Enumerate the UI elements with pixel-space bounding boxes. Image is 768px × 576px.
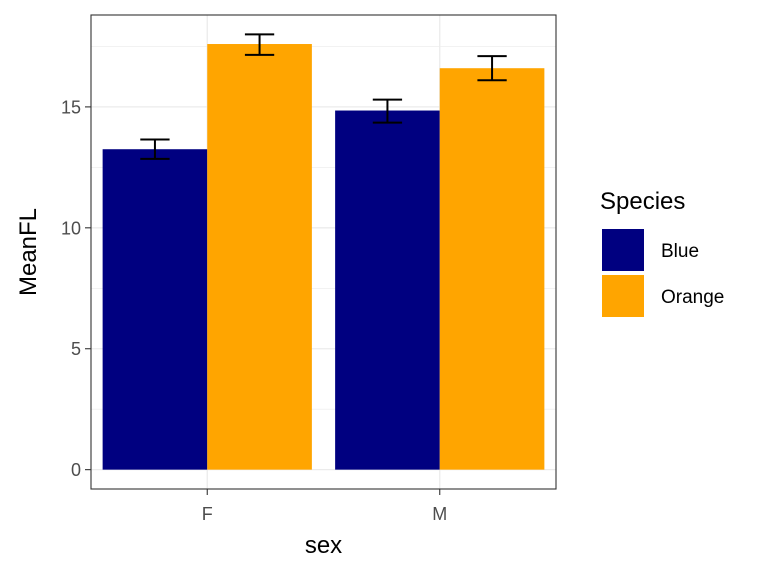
bar-orange-m xyxy=(439,68,545,470)
legend-label-blue: Blue xyxy=(661,241,699,262)
legend-key-orange xyxy=(602,275,644,317)
legend-label-orange: Orange xyxy=(661,287,724,308)
y-tick-label: 15 xyxy=(61,97,81,117)
y-tick-label: 5 xyxy=(71,339,81,359)
legend-key-blue xyxy=(602,229,644,271)
bar-blue-m xyxy=(335,110,440,470)
x-axis-title: sex xyxy=(305,532,342,559)
bars xyxy=(102,44,545,470)
y-tick-label: 10 xyxy=(61,218,81,238)
legend-title: Species xyxy=(600,188,685,215)
bar-blue-f xyxy=(102,149,208,470)
y-axis: 0 5 10 15 xyxy=(61,97,91,480)
panel-border xyxy=(90,14,557,490)
x-tick-label: M xyxy=(432,504,447,524)
error-bars xyxy=(140,33,507,160)
x-tick-label: F xyxy=(202,504,213,524)
y-axis-title: MeanFL xyxy=(15,208,42,296)
legend: Species Blue Orange xyxy=(600,188,724,317)
bar-orange-f xyxy=(207,44,312,470)
y-tick-label: 0 xyxy=(71,460,81,480)
